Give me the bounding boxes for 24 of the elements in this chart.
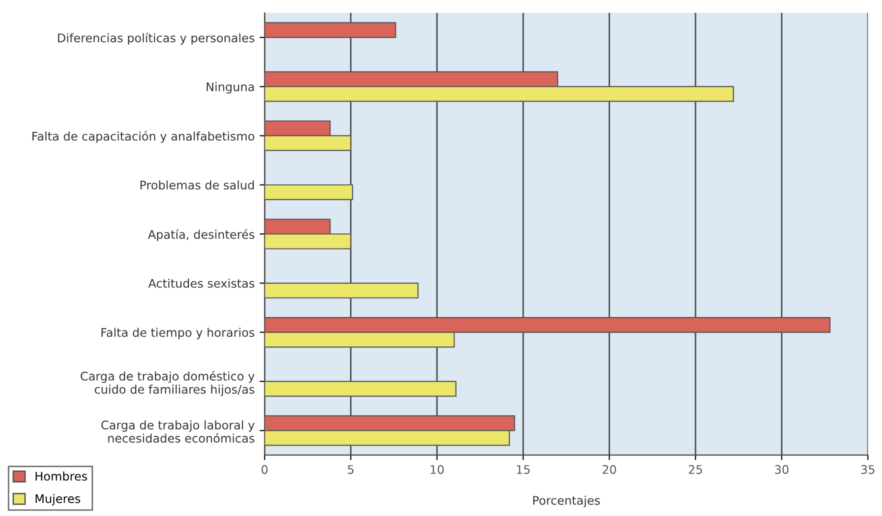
y-tick-label: Carga de trabajo doméstico y cuido de familiares hijos/as <box>80 370 255 396</box>
x-tick-label: 10 <box>430 465 444 474</box>
y-tick-label: Apatía, desinterés <box>148 229 254 242</box>
x-tick-label: 0 <box>262 465 268 474</box>
y-tick-label: Diferencias políticas y personales <box>58 32 254 45</box>
y-tick-label: Falta de capacitación y analfabetismo <box>32 131 254 143</box>
bar <box>264 184 354 200</box>
x-tick-label: 20 <box>602 465 616 474</box>
x-tick-label: 35 <box>861 465 874 474</box>
y-tick-label: Falta de tiempo y horarios <box>102 328 254 340</box>
bar <box>264 22 396 38</box>
x-axis-title: Porcentajes <box>533 496 600 508</box>
legend-label: Hombres <box>36 472 88 481</box>
y-tick-label: Ninguna <box>206 82 254 94</box>
y-tick-label: Problemas de salud <box>140 180 254 190</box>
bar <box>264 282 419 298</box>
x-tick-label: 30 <box>775 465 788 474</box>
bar <box>264 380 456 397</box>
x-tick-label: 15 <box>516 465 530 474</box>
y-tick-label: Actitudes sexistas <box>148 278 254 288</box>
legend-label: Mujeres <box>36 494 80 506</box>
x-tick-label: 5 <box>348 465 354 474</box>
x-tick-label: 25 <box>688 465 702 474</box>
y-tick-label: Carga de trabajo laboral y necesidades económicas <box>101 420 255 443</box>
